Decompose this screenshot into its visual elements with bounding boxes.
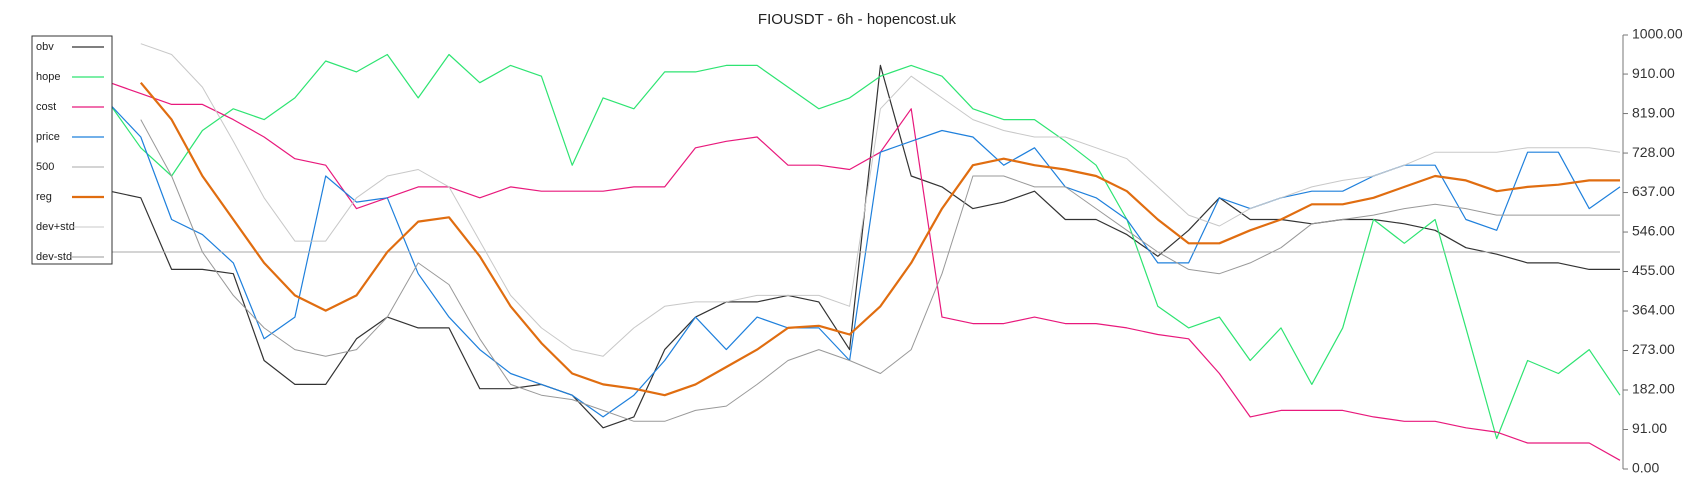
series-line [109, 64, 1620, 429]
y-tick-label: 364.00 [1632, 302, 1675, 318]
y-tick-label: 819.00 [1632, 104, 1675, 120]
legend-label: 500 [36, 161, 54, 173]
legend-label: hope [36, 71, 60, 83]
y-tick-label: 455.00 [1632, 262, 1675, 278]
series-line [139, 81, 1620, 397]
plot [109, 43, 1621, 461]
legend-label: obv [36, 41, 54, 53]
y-tick-label: 910.00 [1632, 65, 1675, 81]
series-line [109, 82, 1621, 461]
y-tick-label: 637.00 [1632, 183, 1675, 199]
y-tick-label: 728.00 [1632, 144, 1675, 160]
y-tick-label: 182.00 [1632, 381, 1675, 397]
series-line [140, 43, 1621, 357]
legend-label: price [36, 131, 60, 143]
y-tick-label: 0.00 [1632, 460, 1659, 476]
y-tick-label: 91.00 [1632, 420, 1667, 436]
y-tick-label: 546.00 [1632, 223, 1675, 239]
chart-title: FIOUSDT - 6h - hopencost.uk [758, 11, 957, 28]
series-line [109, 103, 1621, 418]
legend-label: dev+std [36, 221, 75, 233]
y-tick-label: 273.00 [1632, 341, 1675, 357]
legend-label: dev-std [36, 251, 72, 263]
series-line [109, 53, 1621, 440]
legend-label: cost [36, 101, 56, 113]
legend-label: reg [36, 191, 52, 203]
legend [31, 35, 113, 265]
series-line [140, 119, 1620, 422]
y-tick-label: 1000.00 [1632, 26, 1683, 42]
